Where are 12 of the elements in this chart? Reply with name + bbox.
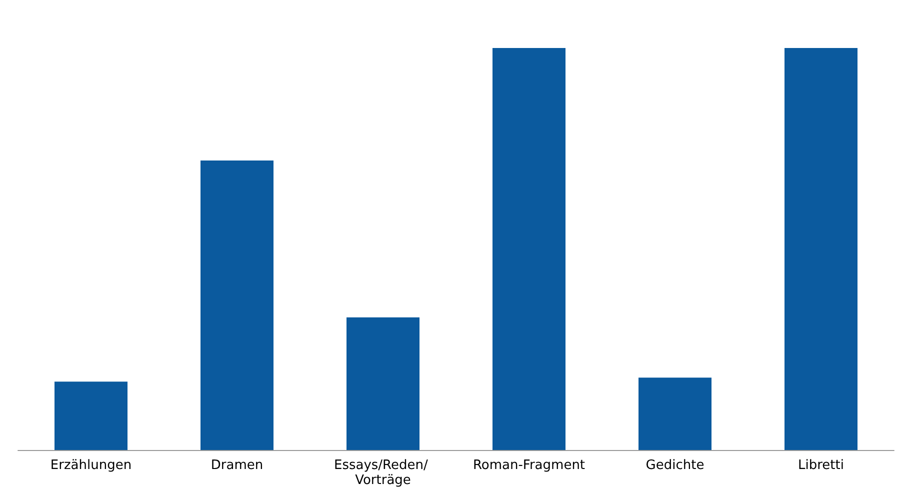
bar — [200, 160, 274, 450]
bar — [54, 382, 128, 450]
x-tick-label: Essays/Reden/ Vorträge — [334, 458, 432, 488]
x-tick-label: Roman-Fragment — [472, 458, 586, 473]
bar — [638, 378, 712, 450]
bar — [492, 48, 566, 450]
bar — [346, 317, 420, 450]
bar — [784, 48, 858, 450]
x-tick-label: Dramen — [210, 458, 264, 473]
x-tick-label: Erzählungen — [50, 458, 132, 473]
x-tick-label: Gedichte — [646, 458, 704, 473]
x-tick-label: Libretti — [798, 458, 844, 473]
